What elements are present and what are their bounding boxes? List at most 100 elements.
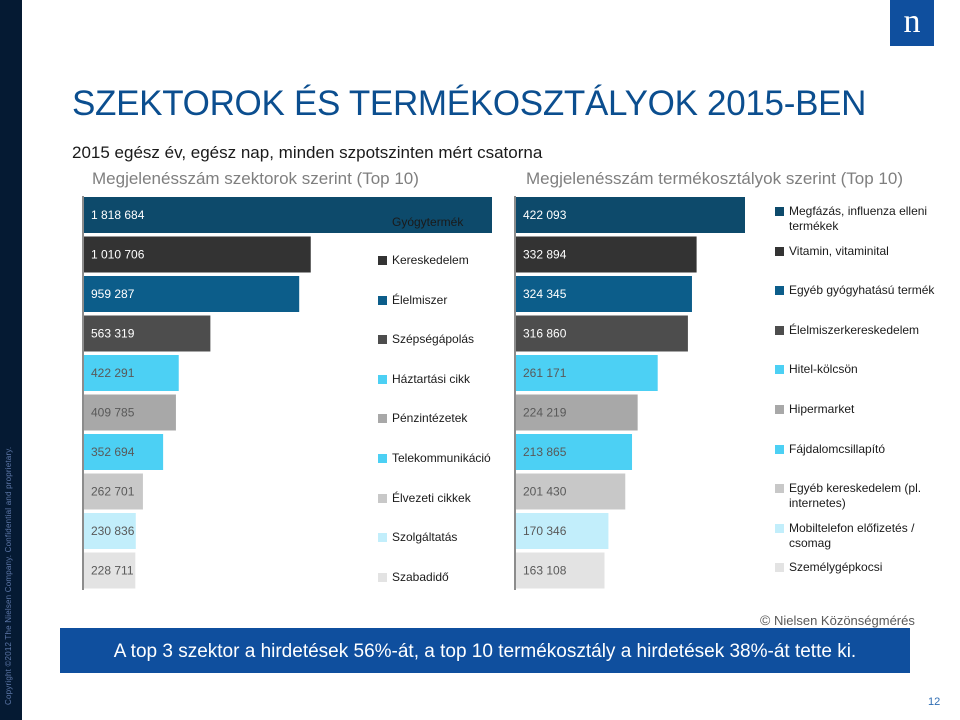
sector-bar	[84, 355, 179, 391]
legend-label: Telekommunikáció	[392, 451, 491, 465]
product-chart-title: Megjelenésszám termékosztályok szerint (…	[526, 169, 903, 188]
legend-swatch	[775, 484, 784, 494]
product-value-label: 261 171	[523, 366, 567, 380]
legend-label: Egyéb gyógyhatású termék	[789, 283, 935, 298]
sector-bar	[84, 552, 136, 589]
product-legend-item: Fájdalomcsillapító	[775, 442, 935, 457]
legend-swatch	[378, 414, 387, 424]
sector-legend-item: Szépségápolás	[378, 332, 474, 347]
product-bar	[516, 473, 626, 510]
sector-legend-item: Szolgáltatás	[378, 530, 457, 545]
product-legend-item: Vitamin, vitaminital	[775, 244, 935, 259]
sector-legend-item: Háztartási cikk	[378, 372, 470, 387]
sector-legend-item: Élvezeti cikkek	[378, 491, 471, 506]
sector-value-label: 262 701	[91, 485, 135, 499]
legend-swatch	[775, 286, 784, 296]
sector-bar	[84, 513, 136, 549]
legend-swatch	[378, 533, 387, 543]
legend-label: Egyéb kereskedelem (pl. internetes)	[789, 481, 922, 511]
product-bar	[516, 434, 633, 470]
legend-label: Pénzintézetek	[392, 411, 468, 426]
sector-legend-item: Kereskedelem	[378, 253, 469, 268]
legend-label: Kereskedelem	[392, 253, 469, 267]
legend-label: Hitel-kölcsön	[789, 362, 858, 377]
legend-swatch	[378, 454, 387, 463]
product-value-label: 170 346	[523, 524, 567, 538]
legend-swatch	[775, 365, 784, 375]
legend-swatch	[775, 563, 784, 573]
product-value-label: 332 894	[523, 248, 567, 262]
sector-bar	[84, 394, 176, 431]
legend-swatch	[378, 218, 387, 227]
legend-swatch	[775, 405, 784, 414]
legend-label: Személygépkocsi	[789, 560, 883, 575]
legend-swatch	[378, 374, 387, 384]
product-bar	[516, 276, 692, 312]
legend-swatch	[775, 523, 784, 533]
legend-swatch	[775, 444, 784, 454]
product-value-label: 324 345	[523, 287, 567, 301]
source-note: © Nielsen Közönségmérés	[760, 612, 915, 628]
legend-swatch	[378, 572, 387, 582]
slide-number: 12	[928, 696, 941, 708]
product-legend-item: Egyéb gyógyhatású termék	[775, 283, 935, 298]
product-value-label: 163 108	[523, 564, 567, 578]
side-band	[0, 0, 22, 720]
legend-label: Élelmiszer	[392, 292, 448, 307]
product-legend-item: Hitel-kölcsön	[775, 362, 935, 377]
product-value-label: 422 093	[523, 208, 567, 222]
legend-label: Hipermarket	[789, 402, 855, 416]
sector-value-label: 563 319	[91, 327, 135, 341]
product-value-label: 316 860	[523, 327, 567, 341]
legend-swatch	[775, 246, 784, 256]
product-value-label: 213 865	[523, 445, 567, 459]
legend-swatch	[378, 335, 387, 345]
legend-label: Gyógytermék	[392, 215, 464, 229]
sector-legend-item: Telekommunikáció	[378, 451, 491, 466]
product-legend-item: Hipermarket	[775, 402, 935, 417]
sector-chart-title: Megjelenésszám szektorok szerint (Top 10…	[92, 169, 419, 188]
product-legend-item: Személygépkocsi	[775, 560, 935, 575]
product-value-label: 201 430	[523, 485, 567, 499]
product-bar	[516, 552, 605, 589]
legend-label: Háztartási cikk	[392, 371, 471, 386]
top-band	[0, 0, 960, 44]
legend-label: Szabadidő	[392, 569, 449, 584]
product-legend-item: Egyéb kereskedelem (pl. internetes)	[775, 481, 935, 511]
sector-bar	[84, 197, 492, 233]
sector-value-label: 959 287	[91, 287, 135, 301]
sector-legend-item: Szabadidő	[378, 570, 449, 585]
product-bar	[516, 197, 745, 233]
product-bar	[516, 394, 638, 431]
sector-legend-item: Gyógytermék	[378, 215, 463, 230]
legend-label: Szépségápolás	[392, 332, 475, 347]
legend-label: Élelmiszerkereskedelem	[789, 322, 920, 337]
sector-value-label: 1 010 706	[91, 248, 145, 262]
sector-value-label: 1 818 684	[91, 208, 145, 222]
sector-legend-item: Élelmiszer	[378, 293, 447, 308]
legend-label: Szolgáltatás	[392, 530, 458, 545]
product-legend-item: Megfázás, influenza elleni termékek	[775, 204, 935, 234]
product-bar	[516, 355, 658, 391]
sector-bar	[84, 315, 211, 352]
product-bar	[516, 513, 609, 549]
legend-swatch	[378, 493, 387, 503]
sector-bar	[84, 276, 300, 312]
legend-label: Megfázás, influenza elleni termékek	[789, 204, 928, 233]
sector-value-label: 230 836	[91, 524, 135, 538]
legend-label: Élvezeti cikkek	[392, 490, 471, 505]
legend-swatch	[378, 295, 387, 305]
legend-label: Vitamin, vitaminital	[789, 243, 889, 258]
legend-swatch	[775, 207, 784, 216]
product-legend-item: Mobiltelefon előfizetés / csomag	[775, 521, 935, 551]
product-legend-item: Élelmiszerkereskedelem	[775, 323, 935, 338]
sector-value-label: 228 711	[91, 564, 134, 578]
sector-bar	[84, 236, 311, 273]
legend-label: Fájdalomcsillapító	[789, 441, 886, 456]
legend-swatch	[378, 256, 387, 265]
legend-label: Mobiltelefon előfizetés / csomag	[789, 520, 915, 550]
sector-value-label: 409 785	[91, 406, 135, 420]
sector-bar	[84, 434, 164, 470]
sector-legend-item: Pénzintézetek	[378, 411, 467, 426]
